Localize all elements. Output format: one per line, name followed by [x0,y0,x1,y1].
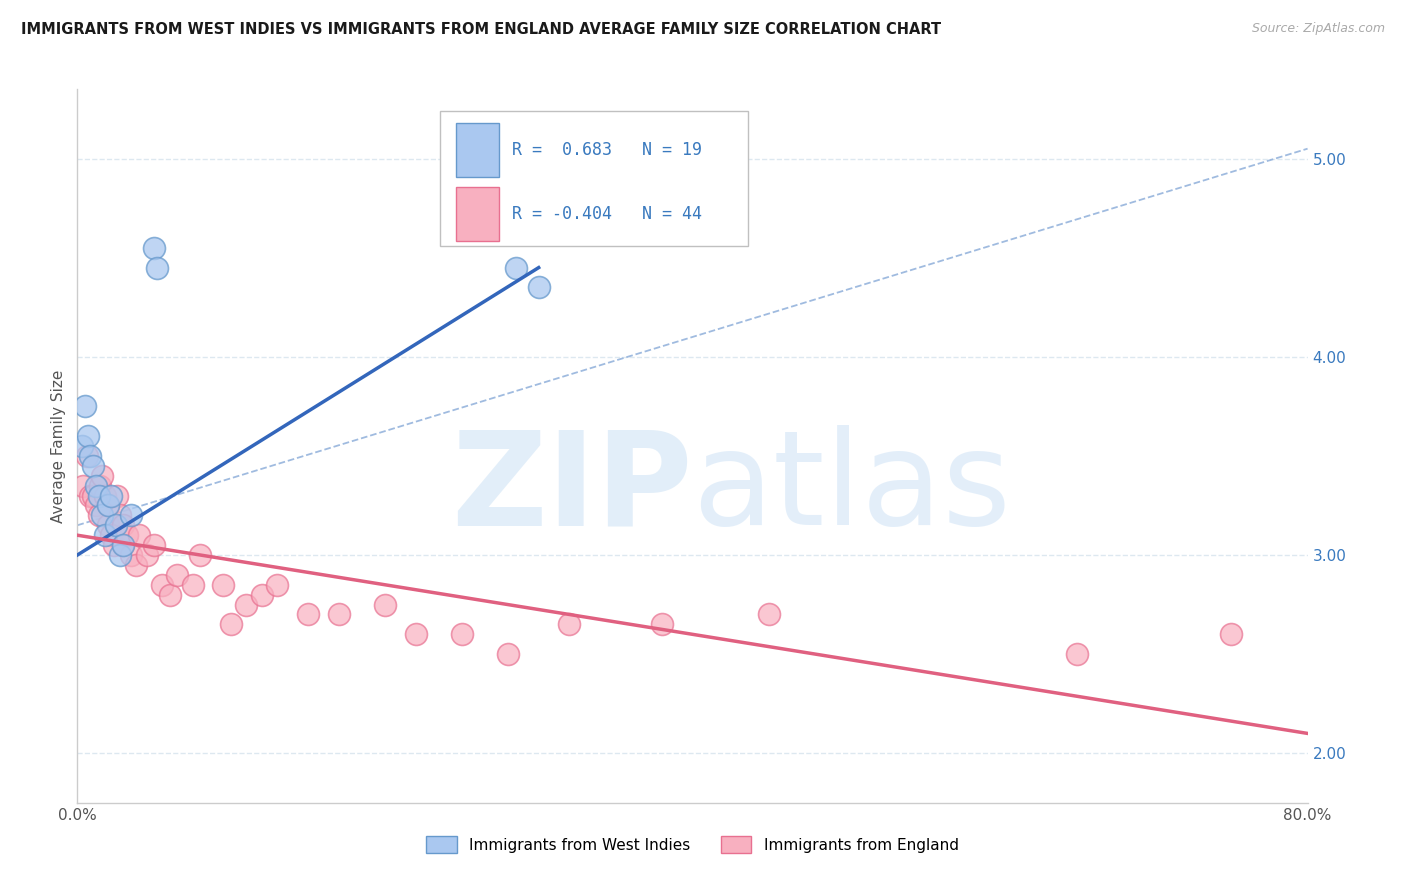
Point [82,489,104,503]
Point [150,578,173,592]
Point [73,400,96,414]
Point [405,627,427,641]
Point [651,617,673,632]
Text: Source: ZipAtlas.com: Source: ZipAtlas.com [1251,22,1385,36]
Point [77,429,100,443]
Point [110,548,132,562]
Point [84,499,107,513]
Point [374,598,396,612]
Bar [457,187,499,241]
Point [79,449,101,463]
Point [328,607,350,622]
Text: R = -0.404   N = 44: R = -0.404 N = 44 [512,205,702,223]
Point [94,528,117,542]
Point [450,627,472,641]
Point [103,538,125,552]
Point [87,508,110,523]
Point [505,260,527,275]
Point [115,528,138,542]
Point [212,578,235,592]
Point [188,548,212,562]
Point [70,439,93,453]
Point [120,548,142,562]
Point [90,508,114,523]
Point [94,489,117,503]
Point [105,489,128,503]
Point [97,499,120,513]
Point [1219,627,1241,641]
Point [76,449,98,463]
Point [97,518,120,533]
Point [84,478,107,492]
Point [135,548,157,562]
Text: atlas: atlas [693,425,1011,552]
Point [97,499,120,513]
Point [100,528,122,542]
Point [297,607,319,622]
Point [558,617,581,632]
Point [100,489,122,503]
Point [527,280,550,294]
Point [89,478,111,492]
Point [250,588,273,602]
Text: ZIP: ZIP [451,425,693,552]
Point [112,518,135,533]
FancyBboxPatch shape [440,111,748,246]
Point [496,647,519,661]
Point [143,241,166,255]
Point [143,538,166,552]
Text: R =  0.683   N = 19: R = 0.683 N = 19 [512,141,702,159]
Point [82,458,104,473]
Point [219,617,242,632]
Point [128,528,150,542]
Point [758,607,780,622]
Point [110,508,132,523]
Point [166,567,188,582]
Point [235,598,257,612]
Point [104,518,127,533]
Point [79,489,101,503]
Point [159,588,181,602]
Point [72,478,94,492]
Point [112,538,135,552]
Point [181,578,204,592]
Point [87,489,110,503]
Point [1066,647,1088,661]
Bar [457,123,499,177]
Y-axis label: Average Family Size: Average Family Size [51,369,66,523]
Point [120,508,142,523]
Text: IMMIGRANTS FROM WEST INDIES VS IMMIGRANTS FROM ENGLAND AVERAGE FAMILY SIZE CORRE: IMMIGRANTS FROM WEST INDIES VS IMMIGRANT… [21,22,941,37]
Point [112,538,135,552]
Legend: Immigrants from West Indies, Immigrants from England: Immigrants from West Indies, Immigrants … [420,830,965,859]
Point [125,558,148,572]
Point [146,260,169,275]
Point [266,578,288,592]
Point [90,468,114,483]
